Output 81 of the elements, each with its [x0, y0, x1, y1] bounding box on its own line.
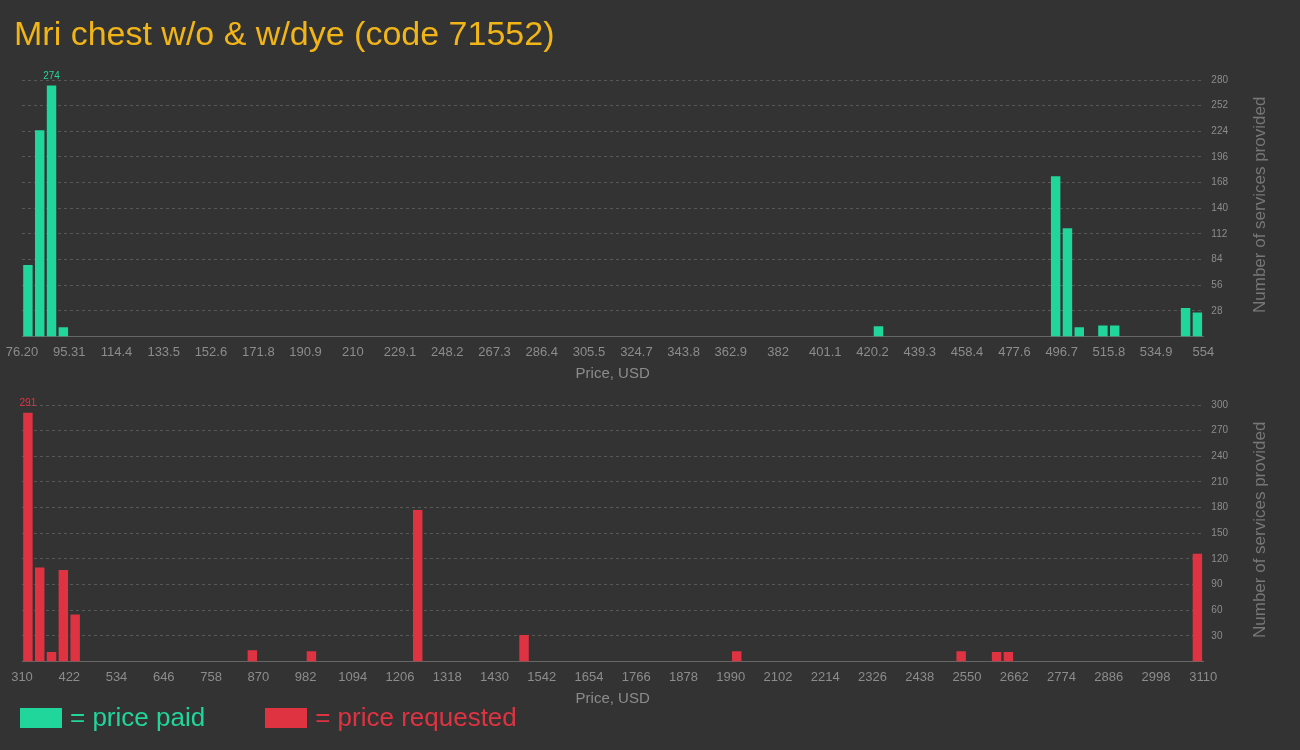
y-tick-label: 28 — [1211, 304, 1223, 316]
x-tick-label: 3110 — [1189, 668, 1218, 684]
x-tick-label: 458.4 — [950, 343, 984, 359]
x-tick-label: 171.8 — [242, 343, 275, 359]
x-tick-label: 1766 — [621, 668, 651, 684]
x-tick-label: 343.8 — [667, 343, 700, 359]
x-tick-label: 1654 — [574, 668, 604, 684]
y-tick-label: 60 — [1211, 603, 1223, 615]
x-tick-label: 401.1 — [809, 343, 842, 359]
y-axis-title: Number of services provided — [1250, 95, 1270, 316]
y-tick-label: 270 — [1211, 424, 1229, 436]
y-tick-label: 56 — [1211, 278, 1223, 290]
x-tick-label: 310 — [11, 668, 33, 684]
x-tick-label: 496.7 — [1045, 343, 1078, 359]
x-tick-label: 2550 — [952, 668, 982, 684]
x-tick-label: 382 — [767, 343, 789, 359]
y-tick-label: 196 — [1211, 150, 1229, 162]
y-tick-label: 112 — [1211, 227, 1228, 239]
x-axis-title: Price, USD — [575, 689, 650, 707]
x-tick-label: 1318 — [432, 668, 462, 684]
data-label: 291 — [19, 397, 37, 409]
y-tick-label: 240 — [1211, 450, 1229, 462]
x-tick-label: 2438 — [905, 668, 935, 684]
y-tick-label: 210 — [1211, 475, 1229, 487]
data-label: 274 — [43, 70, 61, 82]
y-tick-label: 252 — [1211, 99, 1229, 111]
x-tick-label: 420.2 — [856, 343, 889, 359]
x-tick-label: 982 — [294, 668, 317, 684]
y-tick-label: 84 — [1211, 253, 1223, 265]
x-tick-label: 554 — [1192, 343, 1215, 359]
x-tick-label: 2662 — [999, 668, 1029, 684]
y-tick-label: 280 — [1211, 73, 1229, 85]
x-tick-label: 1430 — [480, 668, 509, 684]
x-tick-label: 870 — [247, 668, 270, 684]
y-tick-label: 90 — [1211, 578, 1223, 590]
x-tick-label: 2998 — [1141, 668, 1171, 684]
legend-label: = price paid — [70, 702, 206, 733]
x-tick-label: 646 — [152, 668, 175, 684]
x-tick-label: 95.31 — [52, 343, 86, 359]
x-tick-label: 114.4 — [100, 343, 133, 359]
y-tick-label: 150 — [1211, 526, 1229, 538]
x-tick-label: 1990 — [716, 668, 746, 684]
x-tick-label: 1542 — [527, 668, 557, 684]
y-tick-label: 168 — [1211, 176, 1229, 188]
chart-title: Mri chest w/o & w/dye (code 71552) — [13, 13, 556, 54]
x-tick-label: 324.7 — [620, 343, 653, 359]
x-tick-label: 477.6 — [998, 343, 1031, 359]
x-tick-label: 210 — [341, 343, 364, 359]
x-tick-label: 305.5 — [572, 343, 606, 359]
x-tick-label: 515.8 — [1092, 343, 1126, 359]
x-tick-label: 229.1 — [383, 343, 417, 359]
x-tick-label: 152.6 — [194, 343, 228, 359]
x-tick-label: 286.4 — [525, 343, 558, 359]
x-tick-label: 267.3 — [478, 343, 511, 359]
x-tick-label: 534 — [105, 668, 128, 684]
x-tick-label: 439.3 — [903, 343, 936, 359]
x-tick-label: 2774 — [1047, 668, 1077, 684]
y-tick-label: 120 — [1211, 552, 1229, 564]
y-axis-title: Number of services provided — [1250, 420, 1270, 641]
x-tick-label: 758 — [200, 668, 222, 684]
y-tick-label: 140 — [1211, 201, 1229, 213]
x-tick-label: 1206 — [385, 668, 415, 684]
y-tick-label: 30 — [1211, 629, 1223, 641]
x-tick-label: 1878 — [669, 668, 698, 684]
x-tick-label: 534.9 — [1139, 343, 1173, 359]
x-tick-label: 2886 — [1094, 668, 1124, 684]
x-tick-label: 422 — [58, 668, 81, 684]
x-tick-label: 2326 — [858, 668, 888, 684]
legend-label: = price requested — [315, 702, 517, 733]
x-tick-label: 2214 — [810, 668, 840, 684]
x-tick-label: 76.20 — [5, 343, 39, 359]
y-tick-label: 224 — [1211, 125, 1229, 137]
x-tick-label: 2102 — [763, 668, 793, 684]
x-tick-label: 133.5 — [147, 343, 180, 359]
y-tick-label: 180 — [1211, 501, 1229, 513]
x-tick-label: 190.9 — [289, 343, 322, 359]
x-tick-label: 362.9 — [714, 343, 748, 359]
x-tick-label: 248.2 — [430, 343, 464, 359]
x-axis-title: Price, USD — [575, 364, 650, 382]
y-tick-label: 300 — [1211, 398, 1229, 410]
x-tick-label: 1094 — [338, 668, 368, 684]
